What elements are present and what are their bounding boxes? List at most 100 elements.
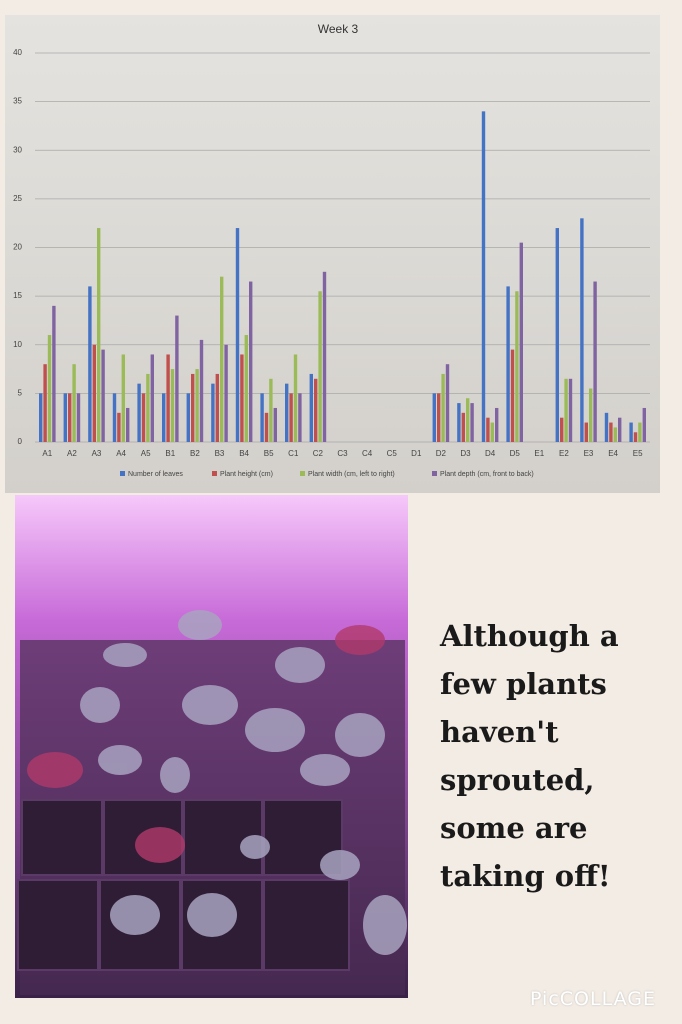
- bar: [555, 228, 559, 442]
- bar: [92, 344, 96, 442]
- x-tick-label: E5: [633, 449, 643, 458]
- bar: [515, 291, 519, 442]
- bar: [240, 354, 244, 442]
- bar: [211, 383, 215, 442]
- y-tick-label: 35: [13, 97, 22, 106]
- chart-title: Week 3: [318, 22, 359, 36]
- y-tick-label: 40: [13, 48, 22, 57]
- bar: [633, 432, 638, 442]
- bar: [309, 373, 313, 442]
- legend-label: Number of leaves: [128, 471, 183, 478]
- legend-swatch: [432, 471, 437, 476]
- bar: [609, 422, 613, 442]
- bar: [604, 412, 609, 442]
- bar: [441, 373, 445, 442]
- x-tick-label: D2: [436, 449, 447, 458]
- bar: [269, 378, 273, 442]
- bar: [112, 393, 117, 442]
- x-tick-label: C2: [313, 449, 324, 458]
- x-tick-label: D5: [510, 449, 521, 458]
- watermark: PicCOLLAGE: [530, 988, 656, 1010]
- caption-line: sprouted,: [440, 763, 595, 797]
- x-tick-label: A3: [92, 449, 102, 458]
- caption: Although a few plants haven't sprouted, …: [440, 612, 675, 900]
- x-tick-label: C3: [337, 449, 348, 458]
- bar: [457, 403, 461, 442]
- legend-swatch: [300, 471, 305, 476]
- y-tick-label: 15: [13, 291, 22, 300]
- bar: [495, 407, 499, 442]
- x-tick-label: D1: [411, 449, 422, 458]
- bar: [52, 305, 56, 442]
- bar: [629, 422, 633, 442]
- bar: [318, 291, 322, 442]
- caption-line: Although a: [440, 619, 619, 653]
- bar: [162, 393, 166, 442]
- caption-line: some are: [440, 811, 588, 845]
- plant-photo: [15, 495, 408, 998]
- bar: [486, 417, 490, 442]
- bar: [63, 393, 67, 442]
- bar: [97, 228, 101, 442]
- y-tick-label: 5: [18, 388, 23, 397]
- bar: [293, 354, 298, 442]
- bar: [235, 228, 240, 442]
- bar: [593, 281, 597, 442]
- x-tick-label: B4: [239, 449, 249, 458]
- bar: [481, 111, 486, 442]
- bar: [314, 378, 318, 442]
- bar: [220, 276, 224, 442]
- bar: [101, 349, 105, 442]
- legend-label: Plant width (cm, left to right): [308, 471, 395, 478]
- bar: [68, 393, 72, 442]
- bar: [117, 412, 121, 442]
- y-tick-label: 25: [13, 194, 22, 203]
- bar: [126, 407, 130, 442]
- bar: [568, 378, 573, 442]
- bar: [191, 373, 195, 442]
- bar: [175, 315, 179, 442]
- bar: [564, 378, 568, 442]
- bar: [72, 364, 76, 442]
- caption-line: few plants: [440, 667, 607, 701]
- x-tick-label: B1: [165, 449, 175, 458]
- bar: [249, 281, 253, 442]
- bar: [560, 417, 564, 442]
- bar: [273, 407, 277, 442]
- bar: [215, 373, 219, 442]
- x-tick-label: D4: [485, 449, 496, 458]
- bar: [186, 393, 190, 442]
- legend-label: Plant height (cm): [220, 471, 273, 478]
- bar: [432, 393, 436, 442]
- bar: [170, 369, 175, 442]
- bar: [510, 349, 515, 442]
- x-tick-label: A1: [42, 449, 52, 458]
- legend-label: Plant depth (cm, front to back): [440, 471, 534, 478]
- caption-line: taking off!: [440, 859, 611, 893]
- x-tick-label: B3: [215, 449, 225, 458]
- bar: [285, 383, 289, 442]
- bar: [322, 271, 327, 442]
- x-tick-label: A4: [116, 449, 126, 458]
- bar: [618, 417, 622, 442]
- x-tick-label: C4: [362, 449, 373, 458]
- x-tick-label: B5: [264, 449, 274, 458]
- bar: [519, 242, 523, 442]
- x-tick-label: C1: [288, 449, 299, 458]
- bar: [470, 403, 474, 442]
- bar: [137, 383, 141, 442]
- bar: [146, 373, 150, 442]
- bar: [88, 286, 92, 442]
- bar: [141, 393, 146, 442]
- x-tick-label: E3: [584, 449, 594, 458]
- bar: [638, 422, 642, 442]
- y-tick-label: 20: [13, 243, 22, 252]
- bar: [195, 369, 199, 442]
- x-tick-label: E4: [608, 449, 618, 458]
- bar: [466, 398, 470, 442]
- bar: [642, 407, 646, 442]
- bar: [244, 335, 248, 442]
- bar: [461, 412, 465, 442]
